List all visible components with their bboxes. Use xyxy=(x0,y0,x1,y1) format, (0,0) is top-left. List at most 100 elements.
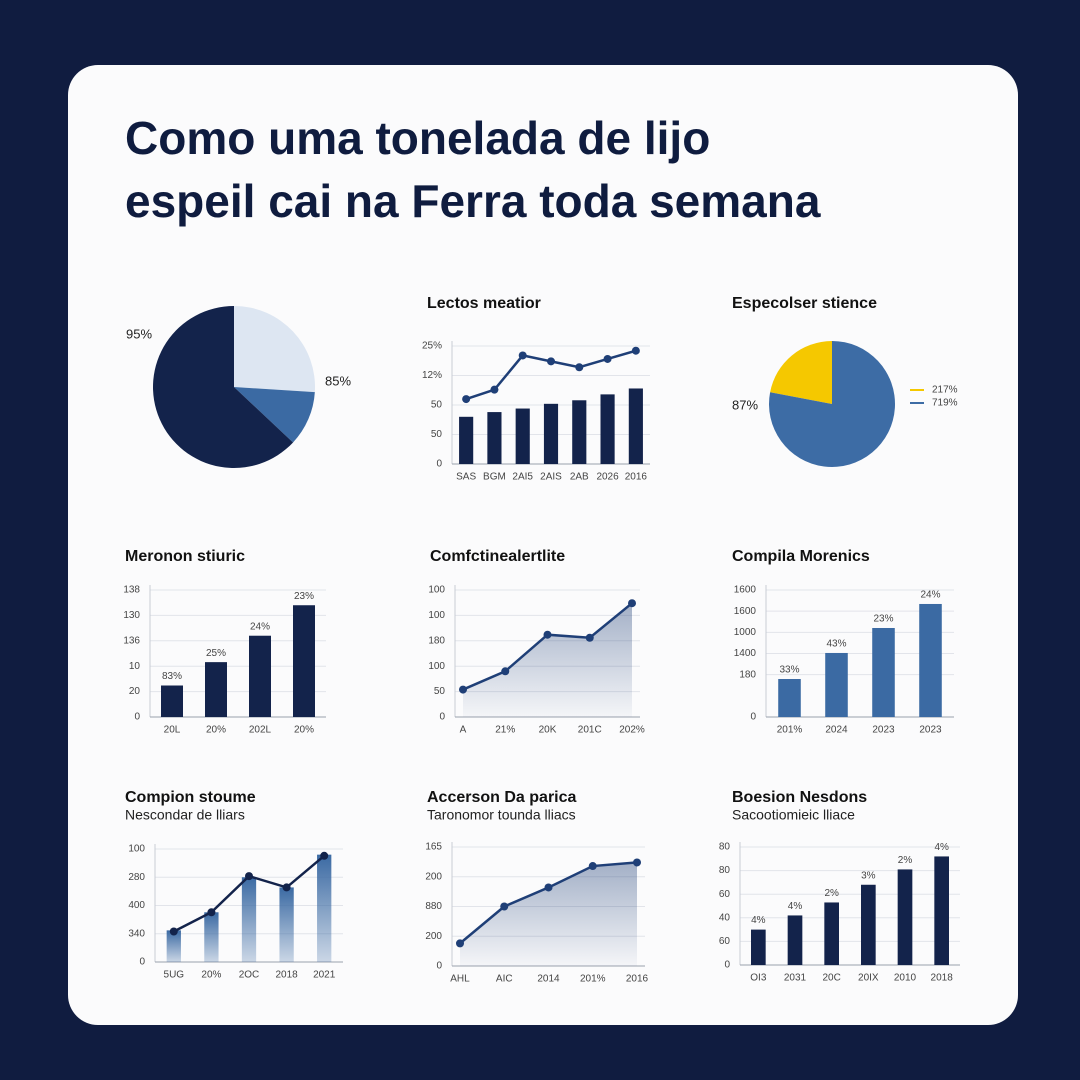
x-tick-label: 2024 xyxy=(825,725,848,736)
y-tick-label: 180 xyxy=(428,635,445,646)
bar xyxy=(205,662,227,717)
chart-title: Lectos meatior xyxy=(427,295,541,312)
x-tick-label: 5UG xyxy=(164,970,185,981)
x-tick-label: 2021 xyxy=(313,970,336,981)
x-tick-label: 2031 xyxy=(784,973,807,984)
y-tick-label: 60 xyxy=(719,889,731,900)
bar xyxy=(459,416,474,464)
pie-slice xyxy=(770,341,832,404)
bar xyxy=(166,930,181,962)
x-tick-label: 20K xyxy=(539,725,557,736)
pie-slice xyxy=(769,341,896,468)
point xyxy=(588,862,597,871)
bar xyxy=(751,929,766,965)
x-tick-label: 2AI5 xyxy=(512,472,533,483)
point xyxy=(544,883,553,892)
y-tick-label: 100 xyxy=(428,610,445,621)
x-tick-label: 20% xyxy=(294,725,314,736)
value-label: 4% xyxy=(751,915,766,926)
y-tick-label: 880 xyxy=(425,901,442,912)
point xyxy=(490,385,499,394)
y-tick-label: 340 xyxy=(128,928,145,939)
x-tick-label: 2026 xyxy=(596,472,619,483)
bar xyxy=(293,605,315,717)
x-tick-label: 2010 xyxy=(894,973,917,984)
x-tick-label: 201C xyxy=(578,725,602,736)
x-tick-label: 20C xyxy=(822,973,840,984)
bar xyxy=(628,388,643,464)
y-tick-label: 0 xyxy=(134,712,140,723)
value-label: 33% xyxy=(779,665,799,676)
y-tick-label: 1600 xyxy=(734,585,757,596)
legend-label: 217% xyxy=(932,385,958,396)
y-tick-label: 200 xyxy=(425,871,442,882)
x-tick-label: 2023 xyxy=(919,725,942,736)
y-tick-label: 50 xyxy=(434,686,446,697)
x-tick-label: 202% xyxy=(619,725,645,736)
bar xyxy=(787,915,803,965)
bar xyxy=(572,400,587,464)
x-tick-label: 2018 xyxy=(275,970,298,981)
area xyxy=(460,862,637,966)
x-tick-label: AIC xyxy=(496,974,513,985)
bar xyxy=(934,856,949,965)
y-tick-label: 12% xyxy=(422,370,442,381)
x-tick-label: 20% xyxy=(206,725,226,736)
x-tick-label: OI3 xyxy=(750,973,767,984)
x-tick-label: 2AIS xyxy=(540,472,562,483)
value-label: 83% xyxy=(162,671,182,682)
y-tick-label: 1000 xyxy=(734,627,757,638)
value-label: 4% xyxy=(788,901,803,912)
y-tick-label: 50 xyxy=(431,400,443,411)
chart-subtitle: Taronomor tounda lliacs xyxy=(427,807,576,823)
value-label: 3% xyxy=(861,870,876,881)
x-tick-label: 202L xyxy=(249,725,272,736)
pie-slice xyxy=(234,387,315,443)
y-tick-label: 138 xyxy=(123,585,140,596)
point xyxy=(500,902,509,911)
chart-title: Accerson Da parica xyxy=(427,789,577,806)
bar xyxy=(872,627,895,717)
bar xyxy=(487,412,502,464)
pie-slice xyxy=(152,306,294,469)
value-label: 24% xyxy=(250,621,270,632)
y-tick-label: 0 xyxy=(439,712,445,723)
x-tick-label: 2016 xyxy=(625,472,648,483)
point xyxy=(631,346,640,355)
bar xyxy=(279,887,294,962)
x-tick-label: 201% xyxy=(580,974,606,985)
value-label: 43% xyxy=(826,639,846,650)
point xyxy=(547,357,555,366)
legend-label: 719% xyxy=(932,398,958,409)
x-tick-label: 201% xyxy=(777,725,803,736)
y-tick-label: 200 xyxy=(425,931,442,942)
point xyxy=(320,851,329,860)
bar xyxy=(919,603,942,717)
x-tick-label: 2014 xyxy=(537,974,560,985)
chart-title: Compila Morenics xyxy=(732,548,870,565)
x-tick-label: 20IX xyxy=(858,973,879,984)
value-label: 25% xyxy=(206,648,226,659)
bar xyxy=(825,652,848,717)
point xyxy=(282,883,291,892)
point xyxy=(585,633,594,642)
y-tick-label: 80 xyxy=(719,842,731,853)
point xyxy=(575,363,584,372)
chart-subtitle: Nescondar de lliars xyxy=(125,807,245,823)
y-tick-label: 40 xyxy=(719,912,731,923)
y-tick-label: 10 xyxy=(129,661,141,672)
annotation: 95% xyxy=(126,326,152,341)
bar xyxy=(249,635,271,717)
x-tick-label: 2016 xyxy=(626,974,649,985)
x-tick-label: SAS xyxy=(456,472,476,483)
x-tick-label: A xyxy=(460,725,467,736)
point xyxy=(459,685,467,694)
y-tick-label: 100 xyxy=(428,585,445,596)
y-tick-label: 1600 xyxy=(734,606,757,617)
y-tick-label: 0 xyxy=(436,459,442,470)
x-tick-label: 2023 xyxy=(872,725,895,736)
bar xyxy=(600,394,615,464)
x-tick-label: 21% xyxy=(495,725,515,736)
